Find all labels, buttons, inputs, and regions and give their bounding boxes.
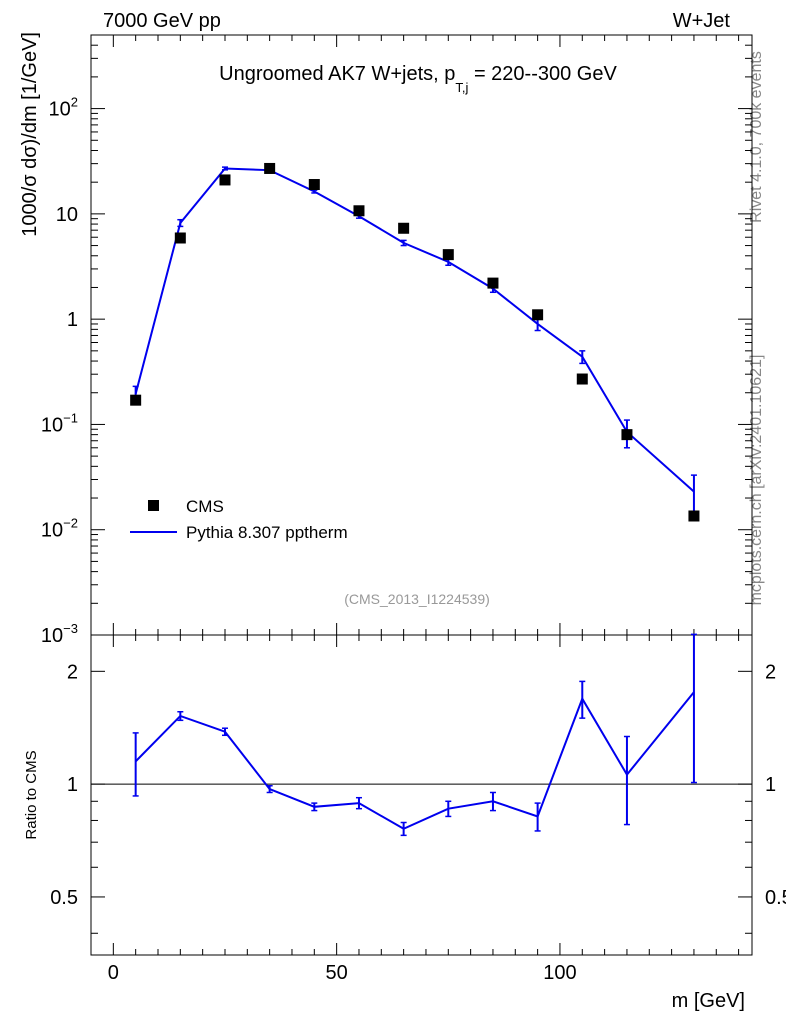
ratio-tick-label-left: 0.5 [50,887,78,909]
y-axis-label: 1000/σ dσ)/dm [1/GeV] [19,32,41,237]
analysis-tag: (CMS_2013_I1224539) [344,591,490,607]
chart-title: Ungroomed AK7 W+jets, pT,j = 220--300 Ge… [219,63,617,95]
ratio-tick-label-left: 2 [67,661,78,683]
header-right: W+Jet [673,10,731,32]
y-tick-label: 10 [56,204,78,226]
legend-pythia-label: Pythia 8.307 pptherm [186,523,348,542]
legend-cms-marker [148,500,159,511]
cms-data-point [532,309,544,321]
header-left: 7000 GeV pp [103,10,221,32]
cms-data-point [398,222,410,234]
chart-title-tail: = 220--300 GeV [468,63,617,85]
main-panel: 10−3 10−2 10−1 1 10 102 [41,34,753,955]
x-tick-label: 100 [543,962,576,984]
ratio-plot-frame [90,634,753,956]
cms-data-point [487,277,499,289]
legend-cms-label: CMS [186,497,224,516]
cms-data-point [621,429,633,441]
cms-data-point [308,179,320,191]
y-tick-label: 1 [67,309,78,331]
legend: CMS Pythia 8.307 pptherm [130,497,348,542]
cms-data-point [219,174,231,186]
main-plot-frame [90,34,753,636]
x-tick-label: 0 [108,962,119,984]
side-mcplots-label: mcplots.cern.ch [arXiv:2401.10621] [748,355,765,606]
pythia-line [134,167,695,493]
ratio-tick-label-left: 1 [67,774,78,796]
cms-data-point [688,510,700,522]
y-tick-label: 10−2 [41,516,78,542]
chart-title-sub: T,j [455,80,468,95]
x-tick-label: 50 [326,962,348,984]
ratio-tick-label-right: 2 [765,661,776,683]
ratio-panel: 0 50 100 0.5 0.5 1 1 2 2 [50,633,786,984]
x-axis-label: m [GeV] [672,990,745,1012]
y-tick-label: 10−3 [41,621,78,647]
chart-title-main: Ungroomed AK7 W+jets, p [219,63,455,85]
cms-data-point [576,373,588,385]
cms-data-point [174,232,186,244]
ratio-tick-label-right: 0.5 [765,887,786,909]
cms-data-point [130,394,142,406]
ratio-line [134,691,695,830]
ratio-y-axis-label: Ratio to CMS [23,750,40,839]
ratio-tick-label-right: 1 [765,774,776,796]
cms-data-point [353,205,365,217]
y-tick-label: 102 [49,95,78,121]
cms-data-point [264,162,276,174]
cms-data-point [442,249,454,261]
y-tick-label: 10−1 [41,410,78,436]
